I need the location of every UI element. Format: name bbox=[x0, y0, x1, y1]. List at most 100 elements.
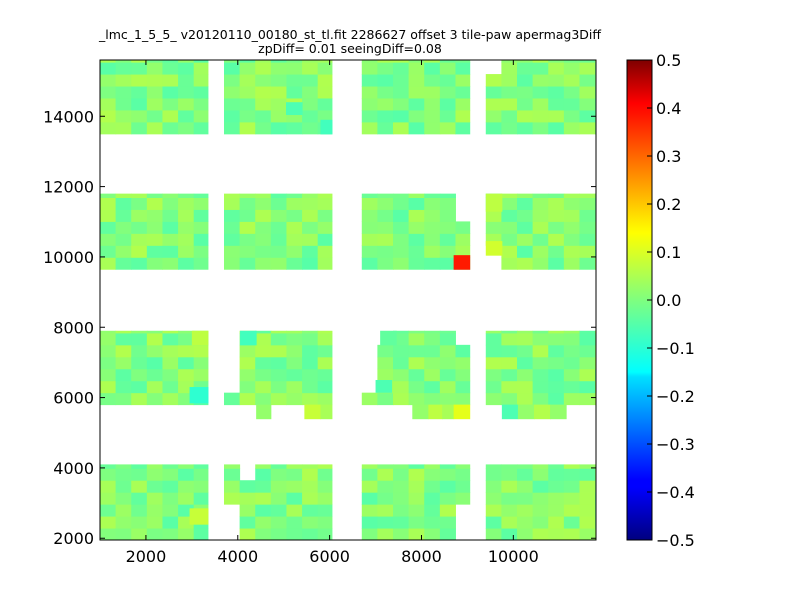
heatmap-cell bbox=[302, 528, 319, 541]
heatmap-cell bbox=[408, 344, 425, 358]
heatmap-cell bbox=[563, 468, 580, 481]
heatmap-cell bbox=[100, 221, 117, 234]
heatmap-cell bbox=[317, 233, 333, 246]
heatmap-cell bbox=[393, 121, 410, 135]
heatmap-cell bbox=[485, 109, 502, 123]
heatmap-cell bbox=[424, 516, 441, 529]
heatmap-cell bbox=[408, 233, 425, 246]
x-tick-label: 6000 bbox=[309, 547, 350, 566]
heatmap-cell bbox=[286, 332, 303, 346]
heatmap-cell bbox=[193, 121, 209, 135]
heatmap-cell bbox=[317, 221, 333, 234]
heatmap-cell bbox=[255, 97, 272, 111]
heatmap-cell bbox=[453, 404, 471, 420]
heatmap-cell bbox=[178, 86, 195, 99]
heatmap-cell bbox=[517, 257, 534, 270]
heatmap-cell bbox=[548, 86, 565, 99]
heatmap-cell bbox=[115, 330, 132, 334]
heatmap-cell bbox=[393, 97, 410, 111]
heatmap-cell bbox=[517, 468, 534, 481]
heatmap-cell bbox=[239, 97, 256, 111]
heatmap-cell bbox=[162, 468, 179, 481]
heatmap-cell bbox=[302, 86, 319, 99]
heatmap-cell bbox=[579, 504, 596, 517]
heatmap-cell bbox=[501, 62, 518, 75]
heatmap-cell bbox=[485, 221, 502, 234]
heatmap-cell bbox=[548, 209, 565, 222]
heatmap-cell bbox=[317, 330, 333, 334]
heatmap-cell bbox=[115, 516, 132, 529]
heatmap-cell bbox=[178, 62, 195, 75]
heatmap-cell bbox=[162, 233, 179, 246]
heatmap-cell bbox=[162, 464, 179, 469]
heatmap-cell bbox=[532, 468, 549, 481]
heatmap-cell bbox=[193, 368, 209, 382]
heatmap-cell bbox=[302, 392, 319, 406]
heatmap-cell bbox=[302, 97, 319, 111]
heatmap-cell bbox=[239, 193, 256, 198]
heatmap-cell bbox=[162, 332, 179, 346]
heatmap-cell bbox=[485, 516, 502, 529]
heatmap-cell bbox=[563, 464, 580, 469]
y-tick-label: 4000 bbox=[53, 459, 94, 478]
heatmap-cell bbox=[393, 464, 410, 469]
heatmap-cell bbox=[532, 380, 549, 394]
heatmap-cell bbox=[579, 330, 596, 334]
heatmap-cell bbox=[146, 60, 163, 63]
heatmap-cell bbox=[408, 193, 425, 198]
heatmap-cell bbox=[115, 233, 132, 246]
heatmap-cell bbox=[115, 221, 132, 234]
heatmap-cell bbox=[393, 528, 410, 541]
heatmap-cell bbox=[224, 464, 241, 469]
y-tick-label: 2000 bbox=[53, 529, 94, 548]
heatmap-cell bbox=[302, 468, 319, 481]
heatmap-cell bbox=[579, 368, 596, 382]
heatmap-cell bbox=[501, 74, 518, 87]
heatmap-cell bbox=[255, 464, 272, 469]
heatmap-cell bbox=[579, 197, 596, 210]
heatmap-cell bbox=[317, 197, 333, 210]
heatmap-cell bbox=[302, 504, 319, 517]
heatmap-cell bbox=[115, 344, 132, 358]
heatmap-cell bbox=[393, 330, 410, 334]
heatmap-cell bbox=[424, 209, 441, 222]
heatmap-cell bbox=[408, 209, 425, 222]
heatmap-cell bbox=[424, 109, 441, 123]
heatmap-cell bbox=[517, 221, 534, 234]
heatmap-cell bbox=[255, 332, 272, 346]
heatmap-cell bbox=[563, 368, 580, 382]
heatmap-cell bbox=[532, 528, 549, 541]
heatmap-cell bbox=[270, 344, 287, 358]
heatmap-cell bbox=[302, 356, 319, 370]
heatmap-cell bbox=[270, 356, 287, 370]
heatmap-cell bbox=[563, 62, 580, 75]
heatmap-cell bbox=[485, 480, 502, 493]
heatmap-cell bbox=[193, 197, 209, 210]
heatmap-cell bbox=[224, 209, 241, 222]
heatmap-cell bbox=[439, 480, 456, 493]
heatmap-cell bbox=[286, 60, 303, 63]
heatmap-cell bbox=[193, 86, 209, 99]
heatmap-cell bbox=[146, 464, 163, 469]
heatmap-cell bbox=[517, 109, 534, 123]
heatmap-cell bbox=[255, 193, 272, 198]
heatmap-cell-highlight bbox=[191, 330, 209, 346]
heatmap-cell bbox=[162, 492, 179, 505]
heatmap-cell bbox=[361, 60, 378, 63]
heatmap-cell bbox=[270, 464, 287, 469]
heatmap-cell bbox=[377, 97, 394, 111]
heatmap-cell bbox=[361, 468, 378, 481]
heatmap-cell bbox=[317, 245, 333, 258]
heatmap-cell bbox=[286, 330, 303, 334]
heatmap-cell bbox=[302, 62, 319, 75]
heatmap-cell bbox=[517, 528, 534, 541]
heatmap-cell bbox=[485, 464, 502, 469]
heatmap-cell bbox=[361, 193, 378, 198]
heatmap-cell bbox=[532, 60, 549, 63]
heatmap-cell bbox=[193, 62, 209, 75]
heatmap-cell bbox=[455, 368, 471, 382]
heatmap-cell bbox=[579, 468, 596, 481]
heatmap-cell bbox=[563, 74, 580, 87]
heatmap-cell bbox=[162, 516, 179, 529]
heatmap-cell bbox=[439, 74, 456, 87]
